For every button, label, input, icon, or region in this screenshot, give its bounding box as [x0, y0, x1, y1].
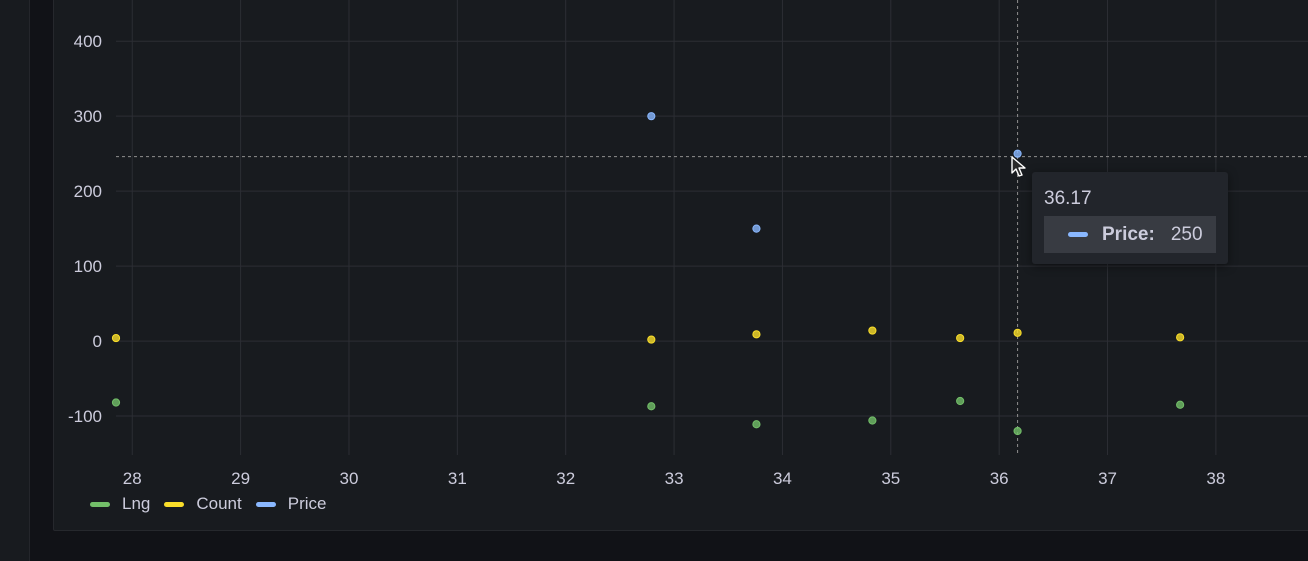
point-count[interactable] [1013, 328, 1022, 337]
x-tick-label: 32 [556, 469, 575, 488]
legend-swatch-count [164, 501, 185, 507]
y-tick-label: -100 [68, 407, 102, 426]
point-price[interactable] [647, 112, 656, 121]
point-lng[interactable] [1176, 400, 1185, 409]
chart-panel [53, 0, 1308, 531]
point-count[interactable] [647, 335, 656, 344]
tooltip-title: 36.17 [1044, 188, 1092, 209]
legend-label-count: Count [196, 494, 242, 513]
x-tick-label: 28 [123, 469, 142, 488]
sidebar-strip [0, 0, 30, 561]
point-lng[interactable] [1013, 426, 1022, 436]
legend-swatch-price [255, 501, 276, 507]
tooltip-label: Price: [1102, 223, 1155, 245]
axis-ticks: 28 29 30 31 32 33 34 35 36 37 38 400 300 200 100 0 -100 [68, 32, 1225, 488]
point-count[interactable] [868, 326, 877, 335]
y-tick-label: 200 [74, 182, 102, 201]
tooltip-value: 250 [1170, 223, 1203, 245]
x-tick-label: 34 [773, 469, 792, 488]
point-lng[interactable] [111, 398, 121, 407]
y-tick-label: 100 [74, 257, 102, 276]
point-count[interactable] [956, 333, 965, 343]
legend: Lng Count Price [90, 494, 340, 514]
legend-item-price[interactable]: Price [255, 494, 327, 514]
x-tick-label: 36 [990, 469, 1009, 488]
point-count[interactable] [752, 330, 761, 339]
tooltip-row-price: Price: 250 [1044, 216, 1216, 253]
tooltip-swatch-price [1068, 232, 1088, 237]
mouse-pointer-icon [1011, 156, 1026, 177]
data-points[interactable] [111, 112, 1185, 436]
point-count[interactable] [111, 333, 121, 343]
x-tick-label: 38 [1206, 469, 1225, 488]
point-price[interactable] [1013, 149, 1022, 158]
x-tick-label: 29 [231, 469, 250, 488]
legend-label-price: Price [287, 494, 327, 513]
point-count[interactable] [1176, 333, 1185, 342]
x-tick-label: 35 [881, 469, 900, 488]
x-tick-label: 30 [340, 469, 359, 488]
x-tick-label: 37 [1098, 469, 1117, 488]
legend-item-count[interactable]: Count [164, 494, 242, 514]
point-lng[interactable] [752, 420, 761, 429]
y-tick-label: 300 [74, 107, 102, 126]
point-lng[interactable] [647, 402, 656, 411]
point-lng[interactable] [956, 396, 965, 406]
legend-swatch-lng [90, 501, 110, 507]
tooltip: 36.17 Price: 250 [1032, 172, 1228, 264]
point-price[interactable] [752, 224, 761, 233]
x-tick-label: 31 [448, 469, 467, 488]
y-tick-label: 400 [74, 32, 102, 51]
y-tick-label: 0 [93, 332, 102, 351]
x-tick-label: 33 [665, 469, 684, 488]
point-lng[interactable] [868, 416, 877, 425]
crosshair [116, 0, 1308, 455]
legend-item-lng[interactable]: Lng [90, 494, 150, 514]
legend-label-lng: Lng [122, 494, 151, 513]
